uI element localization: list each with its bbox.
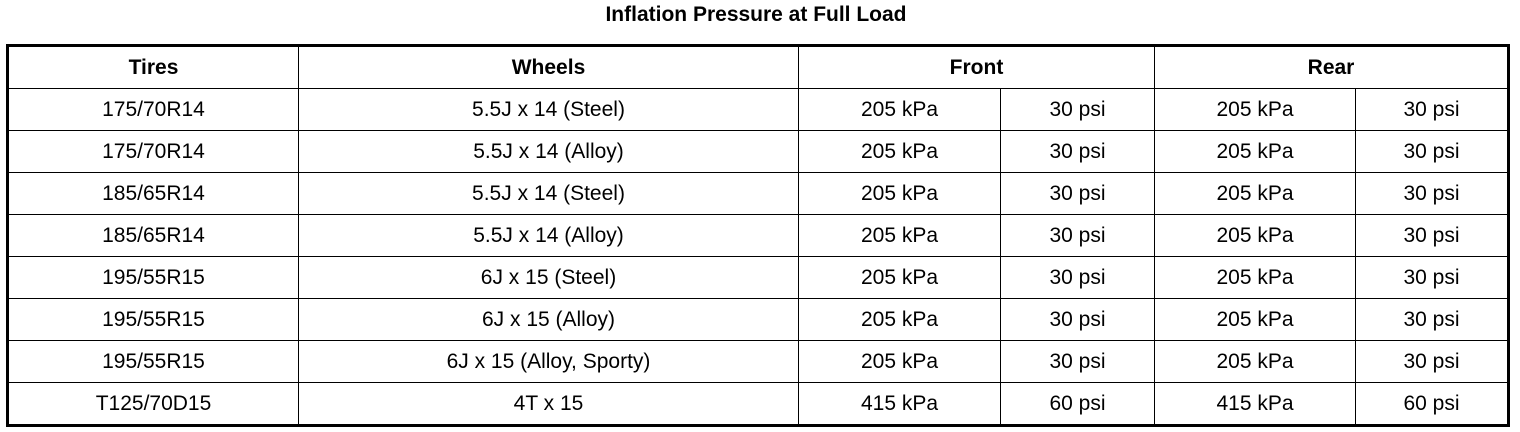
table-cell: 4T x 15	[298, 382, 799, 426]
table-cell: 205 kPa	[798, 214, 1001, 257]
table-row: 195/55R15 6J x 15 (Alloy, Sporty) 205 kPa 3…	[7, 340, 1510, 383]
table-cell: 195/55R15	[7, 256, 299, 299]
table-cell: 205 kPa	[1154, 172, 1356, 215]
table-cell: 205 kPa	[798, 172, 1001, 215]
table-cell: 205 kPa	[1154, 256, 1356, 299]
table-cell: 6J x 15 (Alloy, Sporty)	[298, 340, 799, 383]
table-cell: 5.5J x 14 (Alloy)	[298, 130, 799, 173]
table-cell: 5.5J x 14 (Steel)	[298, 172, 799, 215]
table-cell: 60 psi	[1000, 382, 1155, 426]
table-cell: 205 kPa	[1154, 298, 1356, 341]
table-cell: 30 psi	[1000, 88, 1155, 131]
table-cell: 30 psi	[1354, 172, 1510, 215]
table-cell: 205 kPa	[798, 256, 1001, 299]
table-row: 175/70R14 5.5J x 14 (Steel) 205 kPa 30 psi 2…	[7, 88, 1510, 131]
table-cell: 5.5J x 14 (Steel)	[298, 88, 799, 131]
table-cell: 175/70R14	[7, 130, 299, 173]
table-cell: 30 psi	[1000, 130, 1155, 173]
table-cell: 205 kPa	[1154, 130, 1356, 173]
table-cell: 5.5J x 14 (Alloy)	[298, 214, 799, 257]
table-cell: 30 psi	[1354, 214, 1510, 257]
table-cell: 205 kPa	[1154, 88, 1356, 131]
table-cell: 195/55R15	[7, 340, 299, 383]
table-cell: 30 psi	[1354, 256, 1510, 299]
table-row: T125/70D15 4T x 15 415 kPa 60 psi 415 kPa 60 …	[7, 382, 1510, 426]
table-cell: 30 psi	[1354, 340, 1510, 383]
table-row: 185/65R14 5.5J x 14 (Steel) 205 kPa 30 psi 2…	[7, 172, 1510, 215]
table-cell: 415 kPa	[1154, 382, 1356, 426]
table-row: 195/55R15 6J x 15 (Steel) 205 kPa 30 psi 205…	[7, 256, 1510, 299]
table-cell: 205 kPa	[798, 130, 1001, 173]
table-cell: 30 psi	[1354, 130, 1510, 173]
header-cell: Front	[798, 45, 1155, 89]
table-cell: 6J x 15 (Steel)	[298, 256, 799, 299]
table-cell: 30 psi	[1000, 340, 1155, 383]
table-cell: 6J x 15 (Alloy)	[298, 298, 799, 341]
table-title: Inflation Pressure at Full Load	[605, 3, 907, 26]
table-cell: 30 psi	[1000, 172, 1155, 215]
table-cell: 30 psi	[1000, 256, 1155, 299]
table-row: 195/55R15 6J x 15 (Alloy) 205 kPa 30 psi 205…	[7, 298, 1510, 341]
table-row: 175/70R14 5.5J x 14 (Alloy) 205 kPa 30 psi 2…	[7, 130, 1510, 173]
table-cell: 175/70R14	[7, 88, 299, 131]
header-cell: Wheels	[298, 45, 799, 89]
table-cell: 205 kPa	[1154, 340, 1356, 383]
table-cell: T125/70D15	[7, 382, 299, 426]
table-cell: 185/65R14	[7, 172, 299, 215]
header-cell: Rear	[1153, 45, 1510, 89]
table-cell: 205 kPa	[798, 298, 1001, 341]
table-cell: 30 psi	[1000, 214, 1155, 257]
table-cell: 195/55R15	[7, 298, 299, 341]
table-row: 185/65R14 5.5J x 14 (Alloy) 205 kPa 30 psi 2…	[7, 214, 1510, 257]
header-row: Tires Wheels Front Rear	[7, 45, 1510, 89]
pressure-table: Tires Wheels Front Rear 175/70R14 5.5J x …	[6, 44, 1511, 427]
table-cell: 205 kPa	[798, 88, 1001, 131]
table-header: Tires Wheels Front Rear	[7, 45, 1510, 89]
table-cell: 60 psi	[1354, 382, 1510, 426]
table-body: 175/70R14 5.5J x 14 (Steel) 205 kPa 30 psi 2…	[7, 88, 1510, 426]
header-cell: Tires	[7, 45, 299, 89]
table-cell: 30 psi	[1000, 298, 1155, 341]
table-cell: 205 kPa	[798, 340, 1001, 383]
table-cell: 205 kPa	[1154, 214, 1356, 257]
table-cell: 30 psi	[1354, 298, 1510, 341]
table-cell: 185/65R14	[7, 214, 299, 257]
table-cell: 415 kPa	[798, 382, 1001, 426]
table-cell: 30 psi	[1354, 88, 1510, 131]
